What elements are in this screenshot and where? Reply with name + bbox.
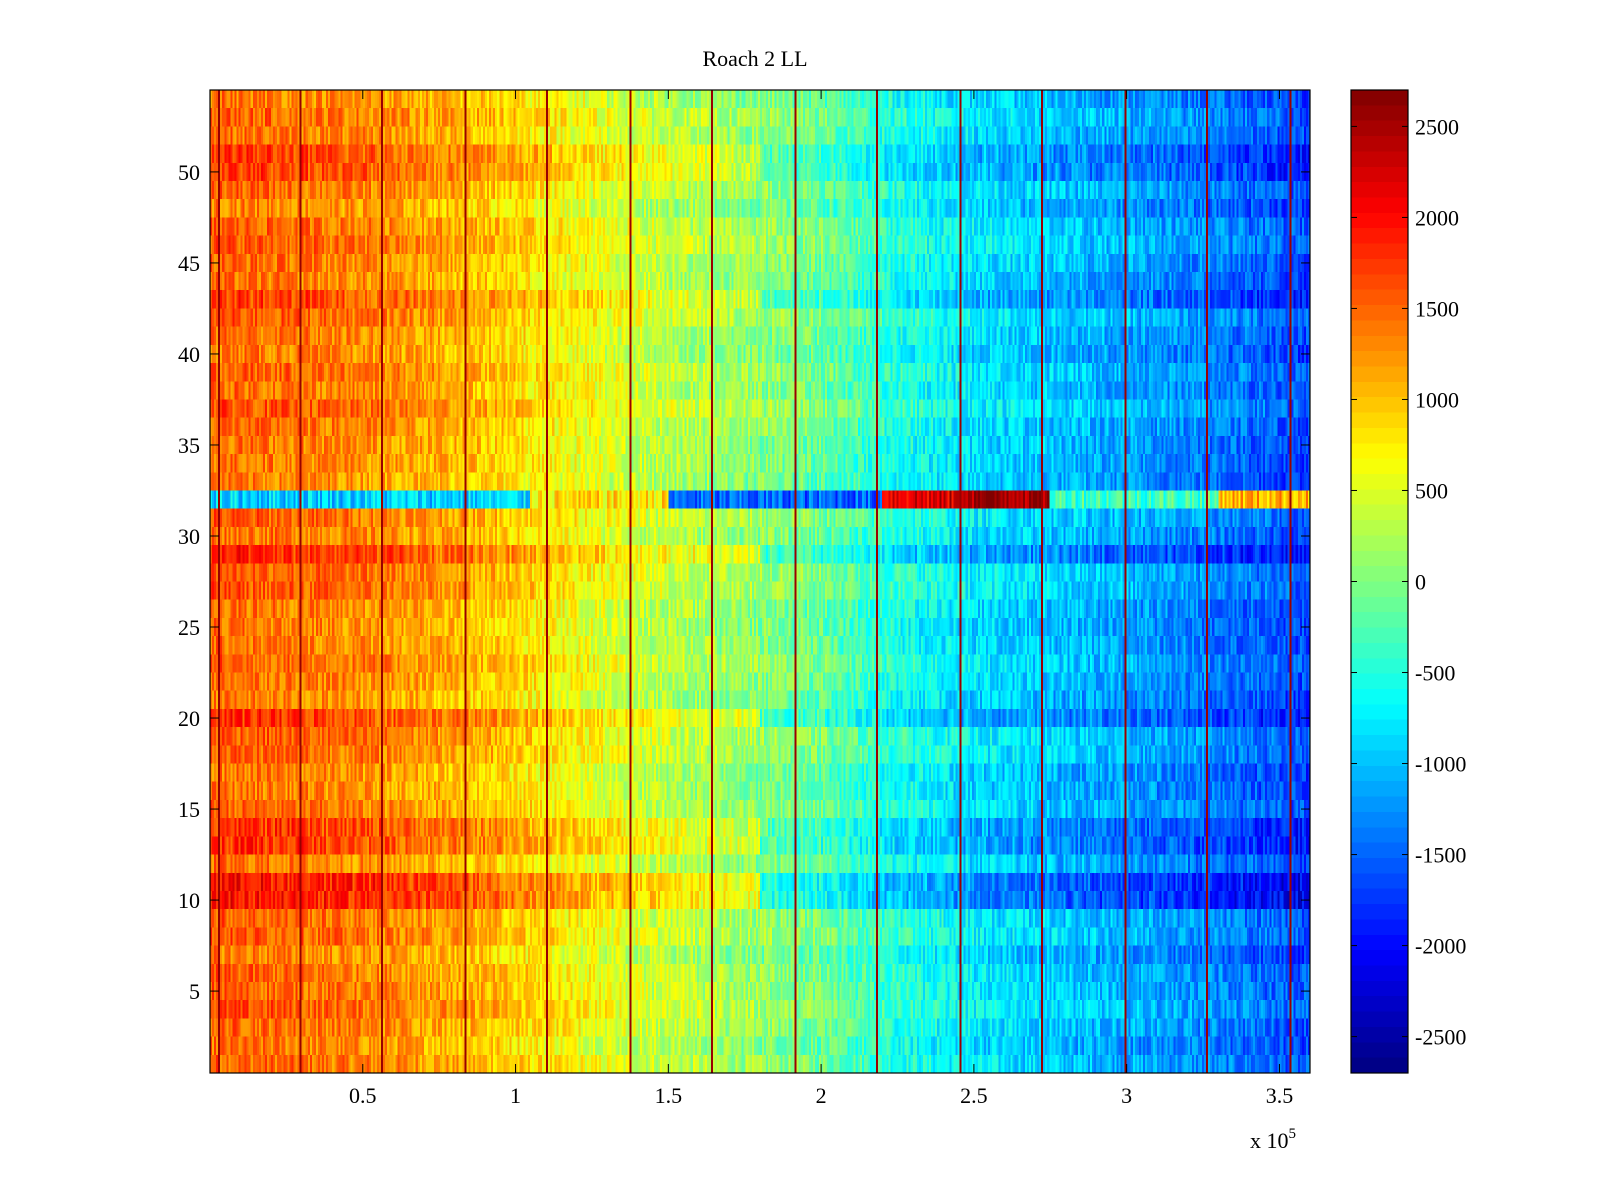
y-tick-label: 30 xyxy=(178,524,200,549)
x-tick-label: 1.5 xyxy=(655,1083,683,1108)
colorbar-tick-label: 500 xyxy=(1415,478,1448,503)
colorbar-axis: 2500 2000 1500 1000 500 0 -500 -1000 -1500 -2000 -… xyxy=(1351,114,1466,1050)
x-tick-label: 3.5 xyxy=(1266,1083,1294,1108)
x-axis: 0.5 1 1.5 2 2.5 3 3.5 xyxy=(349,90,1293,1108)
plot-frame xyxy=(209,89,1311,1074)
colorbar-tick-label: -500 xyxy=(1415,661,1455,686)
colorbar-tick-label: -2500 xyxy=(1415,1025,1466,1050)
y-tick-label: 35 xyxy=(178,433,200,458)
x-tick-label: 2 xyxy=(816,1083,827,1108)
colorbar-tick-label: 0 xyxy=(1415,570,1426,595)
y-tick-label: 40 xyxy=(178,342,200,367)
y-tick-label: 10 xyxy=(178,888,200,913)
colorbar-tick-label: -1000 xyxy=(1415,752,1466,777)
y-tick-label: 5 xyxy=(189,979,200,1004)
chart-title: Roach 2 LL xyxy=(702,46,807,71)
colorbar-tick-label: 2000 xyxy=(1415,205,1459,230)
x-tick-label: 0.5 xyxy=(349,1083,377,1108)
x-tick-label: 3 xyxy=(1121,1083,1132,1108)
y-tick-label: 50 xyxy=(178,160,200,185)
y-tick-label: 15 xyxy=(178,797,200,822)
y-tick-label: 25 xyxy=(178,615,200,640)
y-tick-label: 20 xyxy=(178,706,200,731)
colorbar-gradient xyxy=(1351,90,1408,1073)
x-tick-label: 2.5 xyxy=(960,1083,988,1108)
y-axis: 5 10 15 20 25 30 35 40 45 50 xyxy=(178,160,1310,1004)
y-tick-label: 45 xyxy=(178,251,200,276)
colorbar-tick-label: 1000 xyxy=(1415,387,1459,412)
x-tick-label: 1 xyxy=(510,1083,521,1108)
x-multiplier-label: x 105 xyxy=(1250,1126,1296,1153)
colorbar-tick-label: -1500 xyxy=(1415,843,1466,868)
heatmap-image xyxy=(210,90,1310,1073)
colorbar-tick-label: -2000 xyxy=(1415,934,1466,959)
colorbar-tick-label: 2500 xyxy=(1415,114,1459,139)
colorbar-tick-label: 1500 xyxy=(1415,296,1459,321)
